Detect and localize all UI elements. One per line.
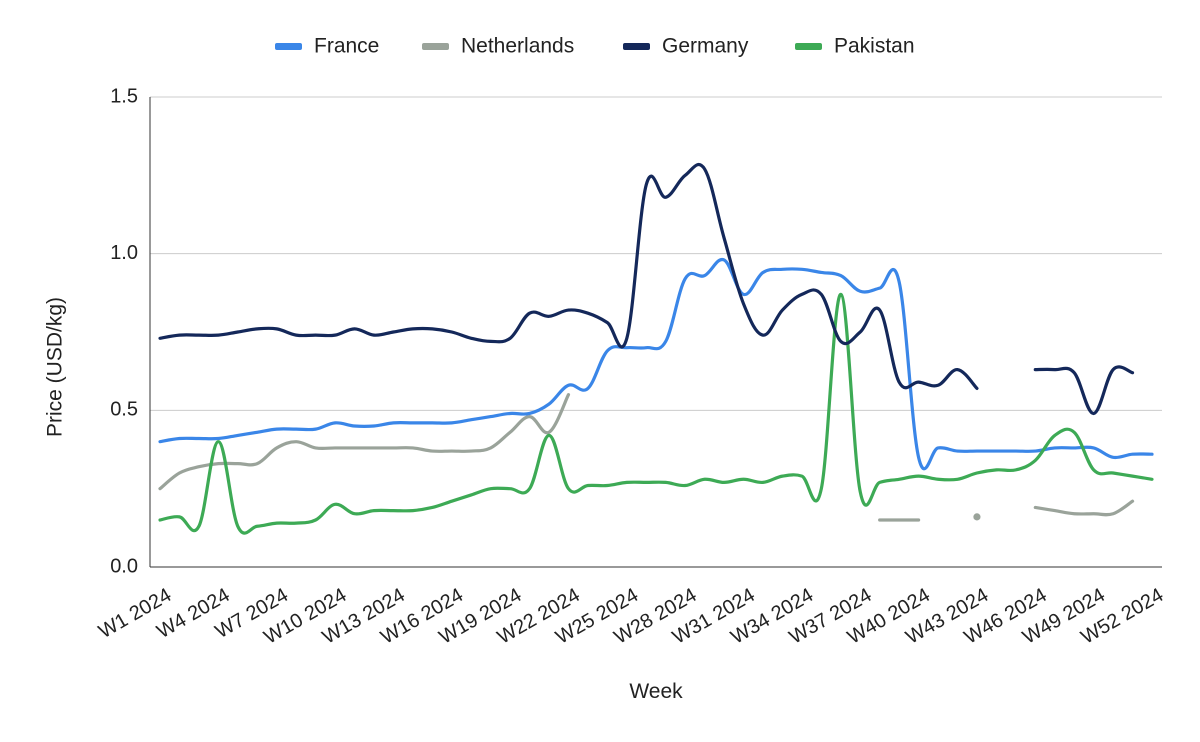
series-lines	[158, 162, 1154, 535]
legend-item-pakistan[interactable]: Pakistan	[795, 35, 915, 58]
x-axis-title: Week	[629, 680, 683, 703]
series-netherlands-point	[973, 513, 981, 521]
series-france	[158, 257, 1154, 471]
legend-label: Germany	[662, 35, 749, 58]
series-netherlands	[158, 393, 1135, 522]
legend-label: France	[314, 35, 379, 58]
series-netherlands-line	[158, 393, 571, 491]
series-germany-line	[158, 162, 979, 390]
legend-swatch	[623, 43, 650, 50]
y-axis-title: Price (USD/kg)	[44, 297, 67, 437]
gridlines	[150, 96, 1162, 411]
y-tick-label: 0.0	[110, 555, 138, 577]
series-netherlands-line	[1033, 499, 1135, 517]
legend-item-netherlands[interactable]: Netherlands	[422, 35, 574, 58]
legend-swatch	[795, 43, 822, 50]
series-germany	[158, 162, 1135, 416]
y-tick-label: 1.0	[110, 242, 138, 264]
legend-swatch	[422, 43, 449, 50]
legend[interactable]: France Netherlands Germany Pakistan	[275, 35, 915, 58]
legend-label: Netherlands	[461, 35, 574, 58]
y-tick-label: 1.5	[110, 85, 138, 107]
legend-item-germany[interactable]: Germany	[623, 35, 749, 58]
series-germany-line	[1033, 365, 1135, 416]
legend-swatch	[275, 43, 302, 50]
series-pakistan-line	[158, 292, 1154, 535]
series-pakistan	[158, 292, 1154, 535]
legend-item-france[interactable]: France	[275, 35, 379, 58]
series-france-line	[158, 257, 1154, 471]
y-tick-label: 0.5	[110, 399, 138, 421]
legend-label: Pakistan	[834, 35, 915, 58]
